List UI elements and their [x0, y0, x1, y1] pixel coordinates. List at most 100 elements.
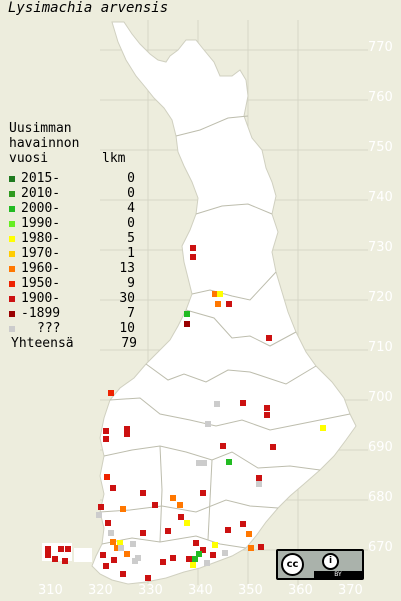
legend-heading-2: havainnon	[9, 136, 80, 151]
y-axis-label: 690	[368, 440, 393, 455]
legend-swatch	[9, 206, 15, 212]
observation-square	[120, 506, 126, 512]
y-axis-label: 730	[368, 240, 393, 255]
legend-count: 0	[127, 186, 135, 201]
observation-square	[104, 474, 110, 480]
observation-square	[205, 421, 211, 427]
observation-square	[258, 544, 264, 550]
legend-swatch	[9, 266, 15, 272]
y-axis-label: 680	[368, 490, 393, 505]
observation-square	[96, 512, 102, 518]
legend-swatch	[9, 281, 15, 287]
observation-square	[110, 539, 116, 545]
observation-square	[225, 527, 231, 533]
legend-total-label: Yhteensä	[11, 336, 74, 351]
observation-square	[212, 291, 218, 297]
y-axis-label: 720	[368, 290, 393, 305]
observation-square	[117, 540, 123, 546]
observation-square	[108, 390, 114, 396]
x-axis-label: 340	[188, 583, 213, 598]
observation-square	[108, 530, 114, 536]
legend-swatch	[9, 221, 15, 227]
observation-square	[204, 560, 210, 566]
legend-count: 0	[127, 171, 135, 186]
legend-swatch	[9, 191, 15, 197]
observation-square	[240, 400, 246, 406]
observation-square	[177, 502, 183, 508]
observation-square	[201, 460, 207, 466]
legend-swatch	[9, 176, 15, 182]
observation-square	[100, 552, 106, 558]
observation-square	[52, 556, 58, 562]
legend-count: 0	[127, 216, 135, 231]
legend-heading-1: Uusimman	[9, 121, 72, 136]
observation-square	[200, 547, 206, 553]
observation-square	[105, 520, 111, 526]
legend-count: 1	[127, 246, 135, 261]
legend: Uusimman havainnon vuosi lkm	[9, 121, 125, 166]
legend-year: 1950-	[21, 276, 61, 291]
observation-square	[103, 428, 109, 434]
y-axis-label: 750	[368, 140, 393, 155]
observation-square	[98, 504, 104, 510]
observation-square	[184, 311, 190, 317]
legend-swatch	[9, 236, 15, 242]
observation-square	[217, 291, 223, 297]
legend-swatch	[9, 296, 15, 302]
observation-square	[248, 545, 254, 551]
observation-square	[45, 546, 51, 552]
legend-count: 4	[127, 201, 135, 216]
observation-square	[103, 563, 109, 569]
by-person-icon: i	[322, 553, 339, 570]
observation-square	[170, 555, 176, 561]
legend-col-year: vuosi	[9, 151, 49, 166]
legend-year: ???	[37, 321, 61, 336]
observation-square	[114, 545, 120, 551]
observation-square	[111, 557, 117, 563]
legend-swatch	[9, 326, 15, 332]
y-axis-label: 740	[368, 190, 393, 205]
observation-square	[256, 481, 262, 487]
cc-license-badge[interactable]: cc i BY	[276, 549, 364, 580]
by-label: BY	[314, 571, 362, 578]
observation-square	[124, 426, 130, 432]
y-axis-label: 770	[368, 40, 393, 55]
legend-total-count: 79	[121, 336, 137, 351]
x-axis-label: 350	[238, 583, 263, 598]
legend-year: 2010-	[21, 186, 61, 201]
observation-square	[45, 552, 51, 558]
legend-year: 2000-	[21, 201, 61, 216]
species-title: Lysimachia arvensis	[8, 0, 169, 16]
y-axis-label: 670	[368, 540, 393, 555]
legend-year: -1899	[21, 306, 61, 321]
observation-square	[222, 550, 228, 556]
legend-count: 5	[127, 231, 135, 246]
observation-square	[320, 425, 326, 431]
observation-square	[226, 301, 232, 307]
observation-square	[196, 551, 202, 557]
observation-square	[124, 431, 130, 437]
observation-square	[256, 475, 262, 481]
observation-square	[152, 502, 158, 508]
finland-land	[91, 21, 357, 585]
observation-square	[196, 460, 202, 466]
legend-year: 1970-	[21, 246, 61, 261]
legend-count: 13	[119, 261, 135, 276]
observation-square	[192, 556, 198, 562]
observation-square	[270, 444, 276, 450]
legend-year: 1960-	[21, 261, 61, 276]
observation-square	[140, 490, 146, 496]
observation-square	[190, 562, 196, 568]
observation-square	[103, 436, 109, 442]
observation-square	[264, 405, 270, 411]
observation-square	[215, 301, 221, 307]
legend-count: 7	[127, 306, 135, 321]
y-axis-label: 760	[368, 90, 393, 105]
x-axis-label: 330	[138, 583, 163, 598]
observation-square	[65, 546, 71, 552]
observation-square	[190, 245, 196, 251]
x-axis-label: 360	[288, 583, 313, 598]
legend-year: 1990-	[21, 216, 61, 231]
observation-square	[184, 520, 190, 526]
